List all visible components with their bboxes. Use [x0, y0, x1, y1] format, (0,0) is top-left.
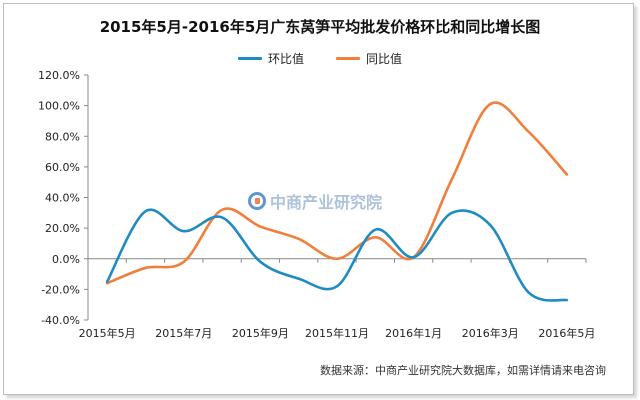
legend-item-mom: 环比值 — [237, 50, 304, 67]
y-tick-label: 40.0% — [45, 192, 80, 205]
y-tick-label: 60.0% — [45, 161, 80, 174]
watermark-text: 中商产业研究院 — [270, 193, 383, 212]
legend-item-yoy: 同比值 — [336, 50, 402, 67]
x-tick-label: 2015年9月 — [232, 326, 289, 340]
chart-title: 2015年5月-2016年5月广东莴笋平均批发价格环比和同比增长图 — [99, 18, 541, 36]
y-tick-label: 0.0% — [52, 253, 80, 266]
watermark-logo-icon — [248, 192, 266, 210]
x-tick-label: 2015年5月 — [79, 326, 136, 340]
y-tick-label: 100.0% — [38, 100, 80, 113]
x-tick-label: 2016年1月 — [385, 326, 442, 340]
y-tick-label: 120.0% — [38, 69, 80, 82]
watermark: 中商产业研究院 — [248, 189, 382, 213]
x-tick-label: 2015年7月 — [155, 326, 212, 340]
series-line-yoy — [105, 101, 569, 285]
legend-swatch-yoy — [336, 57, 360, 60]
x-tick-label: 2016年5月 — [538, 326, 595, 340]
chart-legend: 环比值 同比值 — [0, 50, 640, 67]
y-tick-label: 80.0% — [45, 130, 80, 143]
legend-swatch-mom — [237, 57, 262, 60]
source-note: 数据来源：中商产业研究院大数据库，如需详情请来电咨询 — [320, 364, 606, 377]
chart-frame — [3, 3, 634, 395]
legend-label-yoy: 同比值 — [366, 52, 403, 66]
y-tick-label: 20.0% — [45, 222, 80, 235]
x-tick-label: 2015年11月 — [305, 326, 369, 340]
legend-label-mom: 环比值 — [267, 52, 304, 66]
series-line-mom — [105, 208, 569, 302]
x-tick-label: 2016年3月 — [462, 326, 519, 340]
y-tick-label: -40.0% — [41, 314, 80, 327]
y-tick-label: -20.0% — [41, 283, 80, 296]
